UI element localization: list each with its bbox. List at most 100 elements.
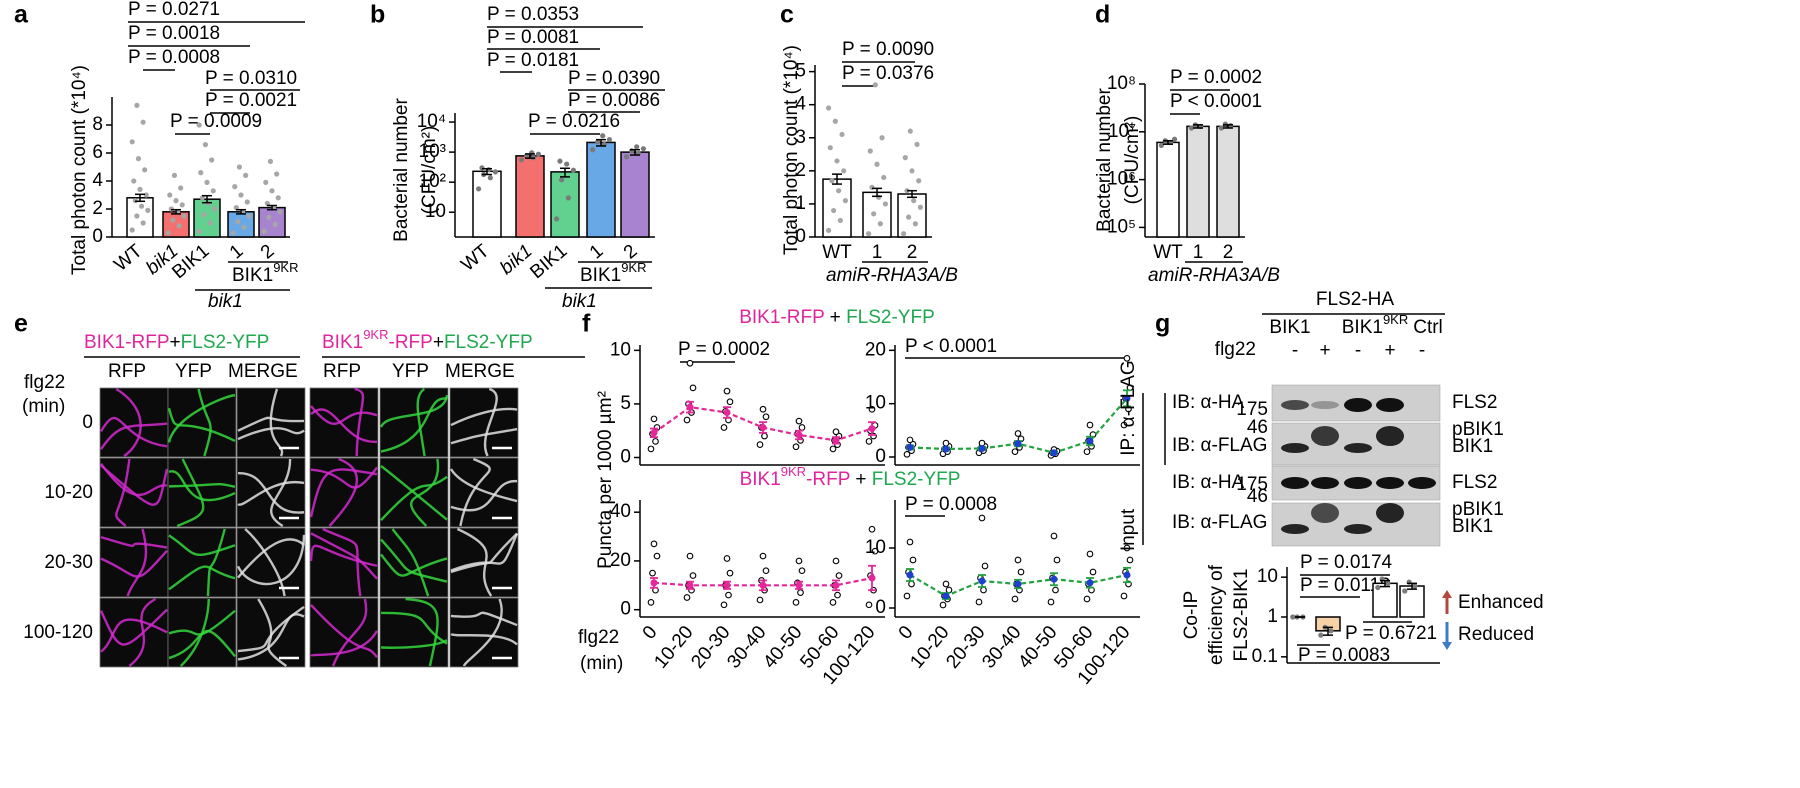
cell-outline <box>456 527 493 597</box>
treatment-sign: + <box>1319 340 1330 361</box>
data-point <box>1014 430 1022 437</box>
micrograph <box>379 527 449 598</box>
error-bar <box>832 173 842 185</box>
error-bar <box>596 138 606 147</box>
mw-marker: 46 <box>1247 417 1268 438</box>
cell-outline <box>450 611 518 627</box>
data-point <box>904 188 910 194</box>
data-point <box>201 212 207 218</box>
channel-label: YFP <box>175 361 212 382</box>
micrograph <box>236 597 306 668</box>
data-point <box>841 168 847 174</box>
mean-marker <box>1123 571 1131 579</box>
y-axis-label: Total photon count (*10⁴) <box>781 45 802 255</box>
mean-marker <box>759 424 767 431</box>
data-point <box>945 586 953 594</box>
error-bar <box>560 167 570 178</box>
mean-marker <box>795 581 803 589</box>
row-title: flg22 <box>24 372 65 393</box>
blot-band <box>1281 524 1309 534</box>
micrograph <box>167 457 237 528</box>
data-point <box>647 599 655 606</box>
data-point <box>827 145 833 151</box>
data-point <box>165 230 171 236</box>
x-tick-label: 1 <box>872 242 883 263</box>
blot-band <box>1311 426 1339 446</box>
mean-marker <box>1123 394 1131 402</box>
data-point <box>196 228 202 234</box>
cell-outline <box>380 475 448 522</box>
cell-outline <box>354 387 365 457</box>
mean-marker <box>1086 437 1094 445</box>
cell-outline <box>100 618 168 653</box>
x-tick-label: 40-50 <box>1014 622 1061 673</box>
band-label: pBIK1 <box>1452 419 1504 440</box>
data-point <box>565 195 571 201</box>
data-point <box>683 416 691 424</box>
panel-letter: a <box>14 1 29 29</box>
data-point <box>269 188 275 194</box>
group-label: bik1 <box>208 291 243 312</box>
data-point <box>1086 421 1094 429</box>
y-tick-label: 3 <box>795 127 806 148</box>
data-point <box>1053 556 1061 564</box>
y-tick-label: 10⁶ <box>1107 169 1136 190</box>
bar <box>1216 125 1240 238</box>
band-label: pBIK1 <box>1452 499 1504 520</box>
cell-outline <box>405 597 439 667</box>
data-point <box>901 231 907 237</box>
y-tick-label: 20 <box>865 339 886 360</box>
data-point <box>978 514 986 522</box>
e-header-part: BIK1 <box>322 332 363 353</box>
y-tick-label: 10⁵ <box>1107 216 1136 237</box>
cell-outline <box>99 608 168 646</box>
lane-group-part: Ctrl <box>1413 317 1443 338</box>
cell-outline <box>168 482 236 488</box>
data-point <box>842 198 849 204</box>
data-point <box>267 158 274 164</box>
p-value: P = 0.0390 <box>568 68 660 89</box>
p-value: P = 0.0083 <box>1298 645 1390 666</box>
cell-outline <box>380 397 448 453</box>
y-tick-label: 40 <box>610 501 631 522</box>
p-value: P = 0.0110 <box>1300 575 1391 596</box>
data-point <box>1047 598 1055 606</box>
data-point <box>535 151 542 157</box>
e-header-part: BIK1-RFP <box>84 332 170 353</box>
data-point <box>906 436 914 444</box>
data-point <box>653 552 661 560</box>
y-tick-label: 5 <box>795 61 806 82</box>
p-value: P = 0.0008 <box>905 494 997 515</box>
data-point <box>795 557 803 565</box>
blot-band <box>1281 477 1309 489</box>
error-bar <box>135 193 145 203</box>
f-header-part: -RFP <box>806 469 850 490</box>
cell-outline <box>168 565 236 591</box>
data-point <box>877 221 883 227</box>
data-point <box>557 158 563 164</box>
row-label: 100-120 <box>23 622 93 643</box>
panel-letter: d <box>1095 1 1110 29</box>
mean-marker <box>868 425 876 433</box>
data-point <box>134 102 140 108</box>
e-header-part: 9KR <box>363 327 388 342</box>
data-point <box>795 417 803 425</box>
micrograph <box>309 527 379 598</box>
micrograph <box>236 527 306 598</box>
lane-group: BIK19KR <box>1342 312 1409 338</box>
x-tick-label: BIK1 <box>526 241 571 284</box>
mean-marker <box>1050 449 1058 457</box>
bar <box>550 171 580 238</box>
data-point <box>836 188 842 194</box>
cell-outline <box>379 394 449 428</box>
x-tick-label: 1 <box>586 241 608 264</box>
group-label-part: bik1 <box>208 291 243 312</box>
data-point <box>837 217 843 224</box>
data-point <box>1402 588 1408 594</box>
mw-marker: 175 <box>1236 399 1268 420</box>
micrograph <box>309 387 379 458</box>
y-tick-label: 10³ <box>419 141 446 162</box>
cell-outline <box>310 408 378 443</box>
treatment-sign: - <box>1355 340 1361 361</box>
